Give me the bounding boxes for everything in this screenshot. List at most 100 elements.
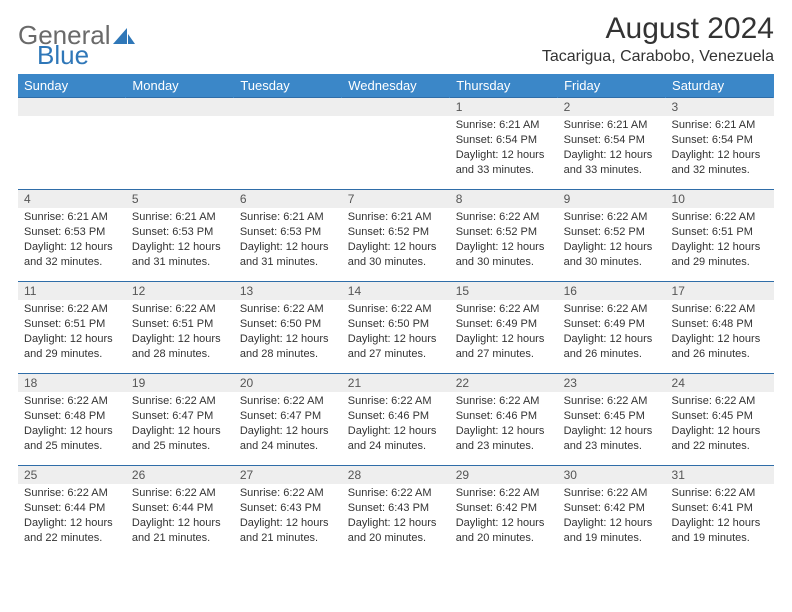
calendar-cell: 22Sunrise: 6:22 AMSunset: 6:46 PMDayligh… (450, 374, 558, 466)
day-details: Sunrise: 6:22 AMSunset: 6:49 PMDaylight:… (558, 300, 666, 367)
sunset-line: Sunset: 6:43 PM (348, 501, 444, 516)
calendar-cell (126, 98, 234, 190)
daylight-line: Daylight: 12 hours and 33 minutes. (564, 148, 660, 178)
daylight-line: Daylight: 12 hours and 19 minutes. (672, 516, 768, 546)
sunset-line: Sunset: 6:48 PM (672, 317, 768, 332)
calendar-cell: 25Sunrise: 6:22 AMSunset: 6:44 PMDayligh… (18, 466, 126, 558)
calendar-cell: 4Sunrise: 6:21 AMSunset: 6:53 PMDaylight… (18, 190, 126, 282)
day-number: 29 (450, 466, 558, 484)
sunrise-line: Sunrise: 6:22 AM (564, 394, 660, 409)
sunrise-line: Sunrise: 6:22 AM (564, 210, 660, 225)
calendar-cell: 14Sunrise: 6:22 AMSunset: 6:50 PMDayligh… (342, 282, 450, 374)
daylight-line: Daylight: 12 hours and 26 minutes. (564, 332, 660, 362)
day-number: 4 (18, 190, 126, 208)
day-details: Sunrise: 6:22 AMSunset: 6:50 PMDaylight:… (234, 300, 342, 367)
sunrise-line: Sunrise: 6:21 AM (564, 118, 660, 133)
sunrise-line: Sunrise: 6:22 AM (456, 486, 552, 501)
sunset-line: Sunset: 6:48 PM (24, 409, 120, 424)
sunrise-line: Sunrise: 6:21 AM (672, 118, 768, 133)
calendar-cell: 15Sunrise: 6:22 AMSunset: 6:49 PMDayligh… (450, 282, 558, 374)
day-header: Saturday (666, 74, 774, 98)
day-header: Monday (126, 74, 234, 98)
day-details: Sunrise: 6:22 AMSunset: 6:51 PMDaylight:… (666, 208, 774, 275)
calendar-cell: 8Sunrise: 6:22 AMSunset: 6:52 PMDaylight… (450, 190, 558, 282)
daylight-line: Daylight: 12 hours and 27 minutes. (456, 332, 552, 362)
day-number: 18 (18, 374, 126, 392)
calendar-row: 11Sunrise: 6:22 AMSunset: 6:51 PMDayligh… (18, 282, 774, 374)
calendar-cell: 27Sunrise: 6:22 AMSunset: 6:43 PMDayligh… (234, 466, 342, 558)
calendar-cell: 7 Sunrise: 6:21 AMSunset: 6:52 PMDaylight… (342, 190, 450, 282)
day-details: Sunrise: 6:21 AMSunset: 6:53 PMDaylight:… (234, 208, 342, 275)
day-number: 7 (342, 190, 450, 208)
day-number: 16 (558, 282, 666, 300)
day-number: 5 (126, 190, 234, 208)
sunset-line: Sunset: 6:49 PM (564, 317, 660, 332)
calendar-row: 1Sunrise: 6:21 AMSunset: 6:54 PMDaylight… (18, 98, 774, 190)
day-number: 2 (558, 98, 666, 116)
day-details: Sunrise: 6:22 AMSunset: 6:48 PMDaylight:… (18, 392, 126, 459)
sunrise-line: Sunrise: 6:22 AM (132, 302, 228, 317)
sunset-line: Sunset: 6:42 PM (456, 501, 552, 516)
daylight-line: Daylight: 12 hours and 21 minutes. (240, 516, 336, 546)
day-number: 10 (666, 190, 774, 208)
calendar-cell (18, 98, 126, 190)
sunrise-line: Sunrise: 6:22 AM (348, 394, 444, 409)
day-number: 6 (234, 190, 342, 208)
day-number (126, 98, 234, 116)
day-details: Sunrise: 6:22 AMSunset: 6:42 PMDaylight:… (450, 484, 558, 551)
sunrise-line: Sunrise: 6:22 AM (348, 302, 444, 317)
sunset-line: Sunset: 6:51 PM (672, 225, 768, 240)
daylight-line: Daylight: 12 hours and 30 minutes. (348, 240, 444, 270)
month-title: August 2024 (542, 12, 774, 46)
calendar-cell: 16Sunrise: 6:22 AMSunset: 6:49 PMDayligh… (558, 282, 666, 374)
day-number: 30 (558, 466, 666, 484)
day-number: 15 (450, 282, 558, 300)
sunset-line: Sunset: 6:54 PM (672, 133, 768, 148)
daylight-line: Daylight: 12 hours and 23 minutes. (564, 424, 660, 454)
day-header-row: SundayMondayTuesdayWednesdayThursdayFrid… (18, 74, 774, 98)
day-number: 20 (234, 374, 342, 392)
sunrise-line: Sunrise: 6:21 AM (348, 210, 444, 225)
daylight-line: Daylight: 12 hours and 21 minutes. (132, 516, 228, 546)
day-details: Sunrise: 6:22 AMSunset: 6:52 PMDaylight:… (450, 208, 558, 275)
daylight-line: Daylight: 12 hours and 22 minutes. (24, 516, 120, 546)
sunrise-line: Sunrise: 6:22 AM (240, 302, 336, 317)
calendar-cell: 28Sunrise: 6:22 AMSunset: 6:43 PMDayligh… (342, 466, 450, 558)
calendar-cell: 24Sunrise: 6:22 AMSunset: 6:45 PMDayligh… (666, 374, 774, 466)
daylight-line: Daylight: 12 hours and 27 minutes. (348, 332, 444, 362)
calendar-cell: 5Sunrise: 6:21 AMSunset: 6:53 PMDaylight… (126, 190, 234, 282)
day-details: Sunrise: 6:22 AMSunset: 6:46 PMDaylight:… (342, 392, 450, 459)
title-block: August 2024 Tacarigua, Carabobo, Venezue… (542, 12, 774, 66)
sunset-line: Sunset: 6:52 PM (348, 225, 444, 240)
day-details: Sunrise: 6:21 AMSunset: 6:54 PMDaylight:… (666, 116, 774, 183)
day-number: 12 (126, 282, 234, 300)
daylight-line: Daylight: 12 hours and 33 minutes. (456, 148, 552, 178)
sunrise-line: Sunrise: 6:21 AM (24, 210, 120, 225)
daylight-line: Daylight: 12 hours and 30 minutes. (456, 240, 552, 270)
calendar-cell: 26Sunrise: 6:22 AMSunset: 6:44 PMDayligh… (126, 466, 234, 558)
day-number: 21 (342, 374, 450, 392)
sunset-line: Sunset: 6:50 PM (348, 317, 444, 332)
daylight-line: Daylight: 12 hours and 25 minutes. (132, 424, 228, 454)
sunset-line: Sunset: 6:44 PM (132, 501, 228, 516)
calendar-row: 18Sunrise: 6:22 AMSunset: 6:48 PMDayligh… (18, 374, 774, 466)
sunrise-line: Sunrise: 6:22 AM (672, 210, 768, 225)
calendar-cell: 2Sunrise: 6:21 AMSunset: 6:54 PMDaylight… (558, 98, 666, 190)
day-number: 25 (18, 466, 126, 484)
day-header: Thursday (450, 74, 558, 98)
day-number: 28 (342, 466, 450, 484)
sunset-line: Sunset: 6:45 PM (672, 409, 768, 424)
calendar-cell (342, 98, 450, 190)
sunrise-line: Sunrise: 6:22 AM (24, 486, 120, 501)
day-details: Sunrise: 6:22 AMSunset: 6:43 PMDaylight:… (234, 484, 342, 551)
calendar-head: SundayMondayTuesdayWednesdayThursdayFrid… (18, 74, 774, 98)
calendar-cell: 1Sunrise: 6:21 AMSunset: 6:54 PMDaylight… (450, 98, 558, 190)
calendar-table: SundayMondayTuesdayWednesdayThursdayFrid… (18, 74, 774, 558)
sunset-line: Sunset: 6:49 PM (456, 317, 552, 332)
sunset-line: Sunset: 6:41 PM (672, 501, 768, 516)
calendar-cell: 12Sunrise: 6:22 AMSunset: 6:51 PMDayligh… (126, 282, 234, 374)
day-number: 9 (558, 190, 666, 208)
sunrise-line: Sunrise: 6:22 AM (240, 394, 336, 409)
calendar-cell: 21Sunrise: 6:22 AMSunset: 6:46 PMDayligh… (342, 374, 450, 466)
day-details: Sunrise: 6:21 AMSunset: 6:54 PMDaylight:… (450, 116, 558, 183)
